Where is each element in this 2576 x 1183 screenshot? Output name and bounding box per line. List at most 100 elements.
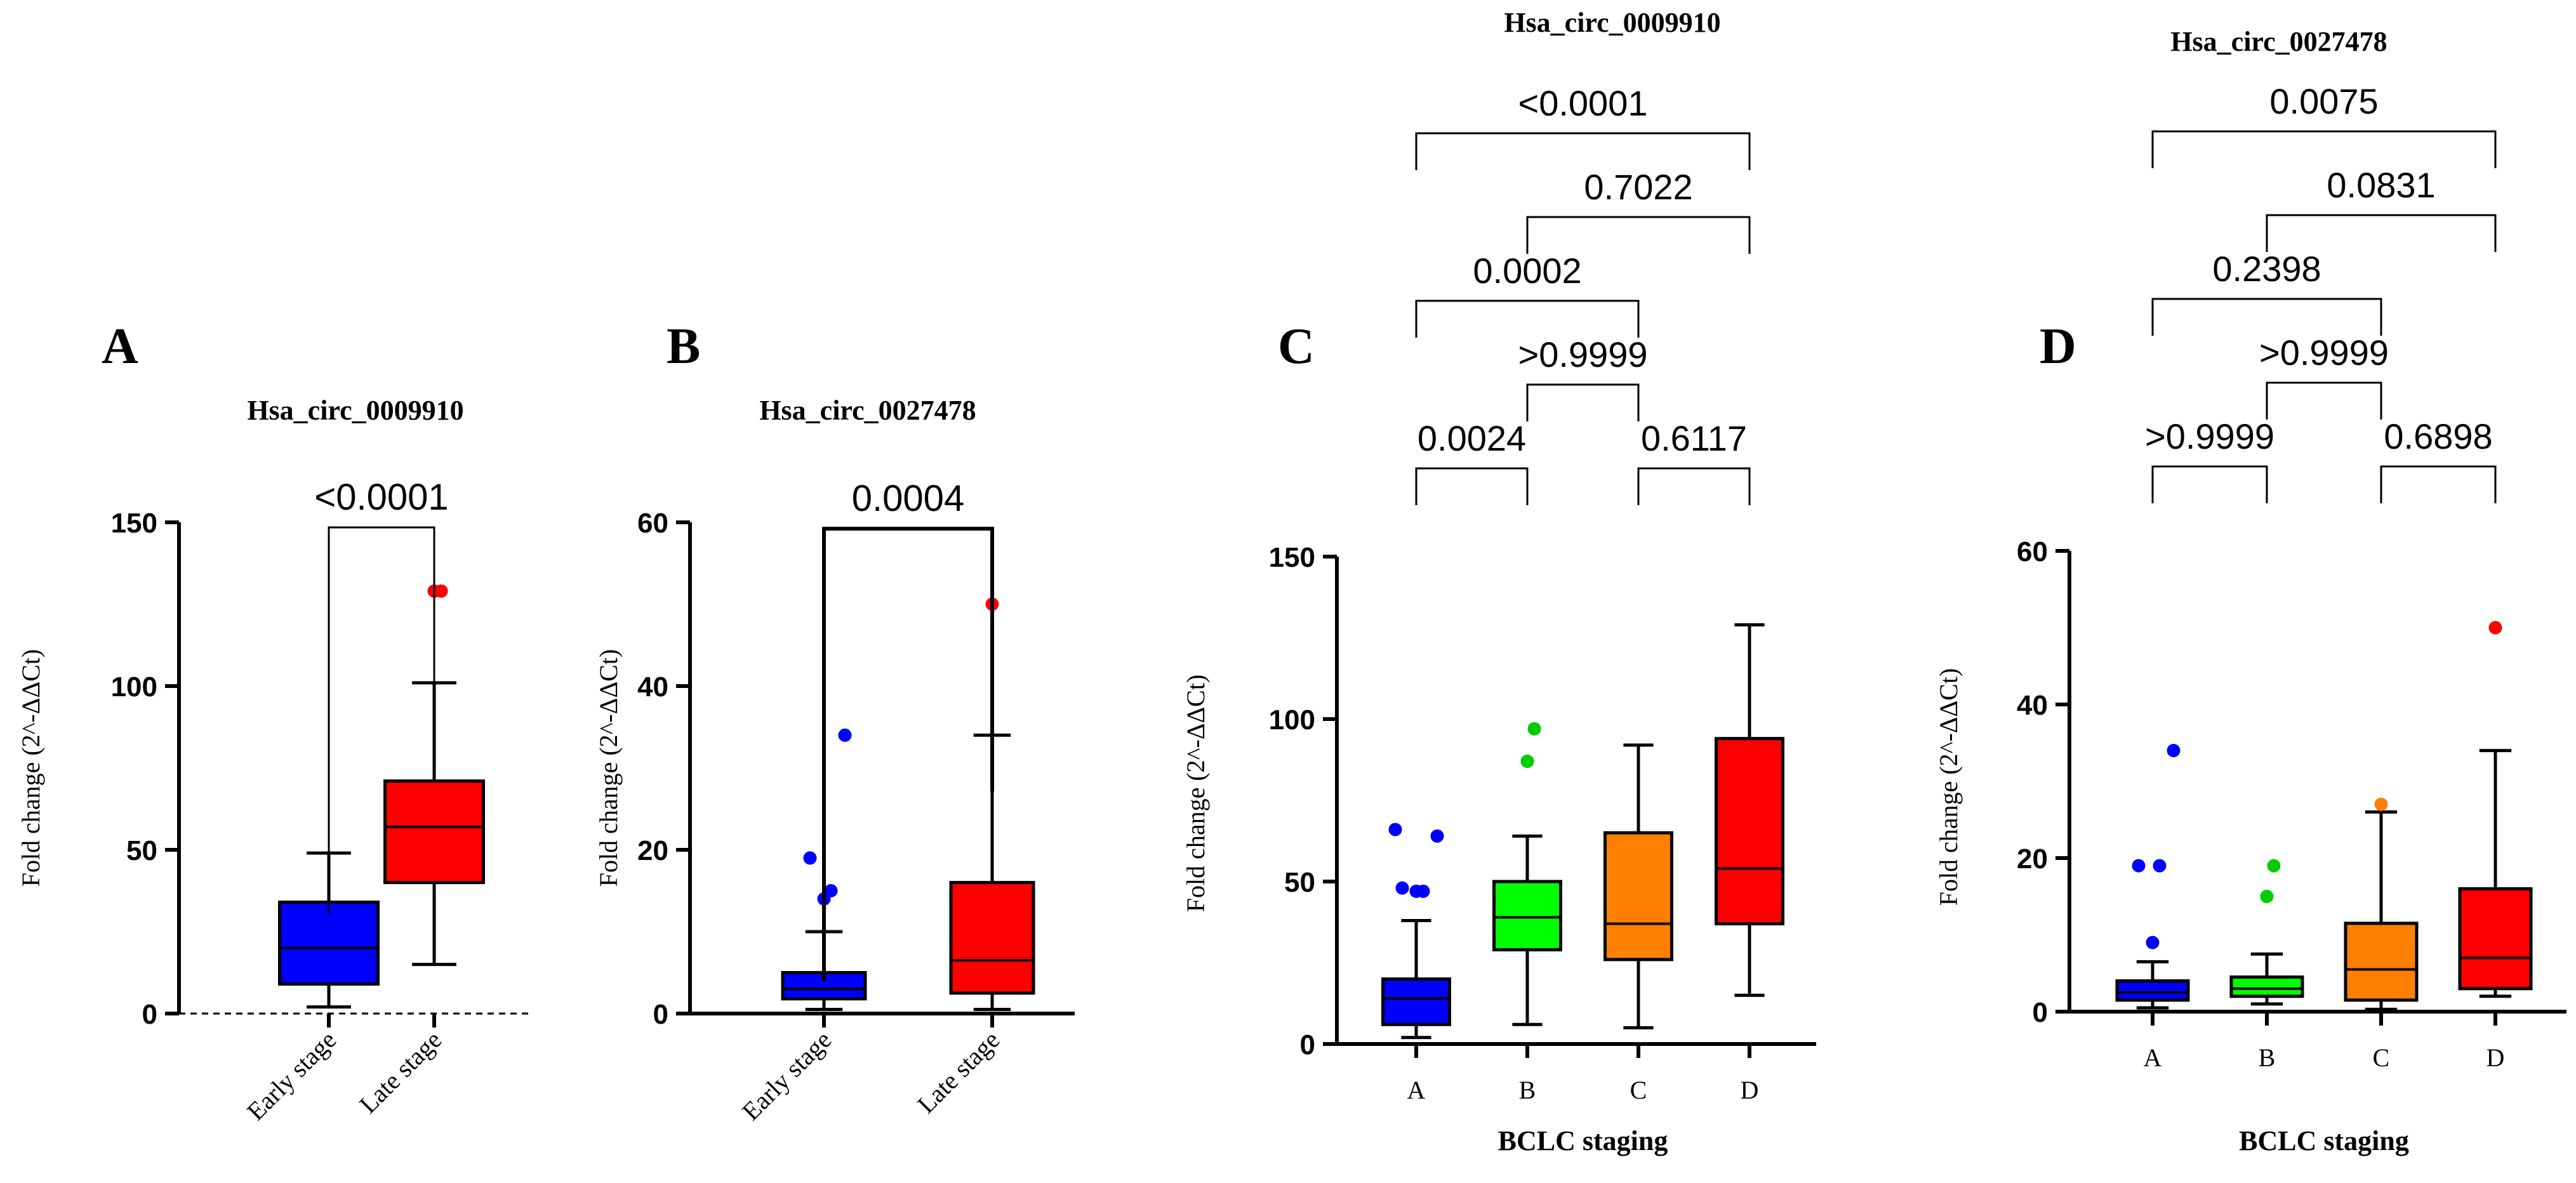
outlier-point <box>1416 884 1430 898</box>
bracket-line <box>328 526 435 914</box>
box-iqr <box>383 779 485 885</box>
significance-bracket: >0.9999 <box>2145 416 2274 503</box>
p-value-label: 0.0075 <box>2269 81 2378 121</box>
outlier-point <box>2260 890 2274 903</box>
p-value-label: 0.6117 <box>1641 418 1747 458</box>
x-tick-label: C <box>1630 1076 1647 1104</box>
outlier-point <box>1430 829 1444 843</box>
panel-letter: D <box>2040 319 2076 374</box>
p-value-label: 0.0002 <box>1473 251 1581 291</box>
p-value-label: 0.7022 <box>1584 167 1692 207</box>
box-a <box>1381 823 1451 1040</box>
box-iqr <box>2458 887 2533 991</box>
x-tick-label: A <box>2144 1043 2162 1072</box>
bracket-line <box>1637 467 1751 505</box>
x-tick-label: D <box>1741 1076 1759 1104</box>
p-value-label: 0.2398 <box>2212 249 2321 289</box>
outlier-point <box>1395 881 1409 895</box>
y-tick-label: 40 <box>2017 690 2048 721</box>
significance-bracket: <0.0001 <box>1415 83 1751 170</box>
box-iqr <box>1715 737 1784 926</box>
box-iqr <box>1603 831 1673 962</box>
panel-letter: B <box>667 319 700 374</box>
x-tick-label: Early stage <box>241 1026 342 1126</box>
x-tick-label: C <box>2373 1043 2390 1072</box>
outlier-point <box>434 584 448 598</box>
significance-bracket: <0.0001 <box>314 477 449 914</box>
outlier-point <box>2146 935 2160 949</box>
significance-bracket: 0.0004 <box>822 478 994 981</box>
y-tick-label: 50 <box>1284 867 1315 898</box>
y-tick-label: 0 <box>653 999 668 1030</box>
chart-title: Hsa_circ_0009910 <box>1504 7 1720 38</box>
box-iqr <box>278 901 380 986</box>
chart-title: Hsa_circ_0009910 <box>247 395 463 426</box>
outlier-point <box>2132 859 2146 873</box>
box-iqr <box>1492 880 1562 952</box>
x-tick-label: Early stage <box>736 1026 837 1126</box>
p-value-label: 0.6898 <box>2384 416 2492 456</box>
box-b <box>2229 859 2304 1006</box>
y-tick-label: 0 <box>1300 1029 1315 1061</box>
x-tick-label: B <box>2259 1043 2276 1072</box>
box-iqr <box>949 881 1035 995</box>
outlier-point <box>1527 722 1541 736</box>
box-late-stage <box>383 584 485 967</box>
p-value-label: 0.0831 <box>2327 165 2435 205</box>
bracket-line <box>2151 298 2382 336</box>
panel-c: C Hsa_circ_0009910 0 50 100 150 Fold change (2… <box>1181 7 1816 1156</box>
p-value-label: <0.0001 <box>1518 83 1648 123</box>
x-tick-label: B <box>1519 1076 1536 1104</box>
outlier-point <box>2167 744 2181 758</box>
bracket-line <box>2266 381 2382 420</box>
significance-bracket: 0.0002 <box>1415 251 1640 338</box>
box-iqr <box>1381 977 1451 1026</box>
significance-bracket: 0.7022 <box>1526 167 1751 254</box>
significance-bracket: 0.0831 <box>2266 165 2497 252</box>
y-tick-label: 100 <box>1269 704 1315 736</box>
panel-letter: A <box>102 319 138 374</box>
box-d <box>1715 623 1784 997</box>
box-iqr <box>2115 979 2190 1002</box>
significance-bracket: 0.0024 <box>1415 418 1529 505</box>
bracket-line <box>2151 465 2268 503</box>
box-early-stage <box>278 851 380 1009</box>
y-tick-label: 0 <box>142 999 157 1030</box>
outlier-point <box>2153 859 2167 873</box>
significance-bracket: 0.6898 <box>2380 416 2497 503</box>
outlier-point <box>2374 797 2388 811</box>
x-axis-label: BCLC staging <box>1498 1125 1668 1156</box>
outlier-point <box>803 851 817 865</box>
y-axis-label: Fold change (2^-ΔΔCt) <box>1934 668 1963 906</box>
y-tick-label: 60 <box>2017 536 2048 567</box>
box-c <box>1603 743 1673 1029</box>
outlier-point <box>1520 755 1534 769</box>
outlier-point <box>1388 823 1402 836</box>
box-late-stage <box>949 597 1035 1012</box>
panel-d: D Hsa_circ_0027478 0 20 40 60 Fold change (2^-… <box>1934 26 2566 1156</box>
bracket-line <box>2266 214 2497 252</box>
p-value-label: 0.0024 <box>1417 418 1526 458</box>
outlier-point <box>2267 859 2281 873</box>
significance-bracket: >0.9999 <box>2259 333 2389 420</box>
y-tick-label: 0 <box>2033 997 2048 1028</box>
box-a <box>2115 744 2190 1010</box>
p-value-label: <0.0001 <box>314 477 448 518</box>
significance-bracket: 0.2398 <box>2151 249 2382 336</box>
bracket-line <box>1526 216 1751 254</box>
bracket-line <box>1415 300 1640 338</box>
y-tick-label: 100 <box>111 671 157 703</box>
panel-a: A Hsa_circ_0009910 0 50 100 150 Fold change (2… <box>17 319 533 1126</box>
chart-title: Hsa_circ_0027478 <box>759 395 976 426</box>
panel-letter: C <box>1278 319 1315 374</box>
bracket-line <box>1526 383 1640 421</box>
outlier-point <box>838 728 852 742</box>
y-tick-label: 50 <box>126 835 157 866</box>
x-tick-label: A <box>1407 1076 1426 1104</box>
bracket-line <box>2380 465 2497 503</box>
y-tick-label: 150 <box>111 508 157 539</box>
y-axis-label: Fold change (2^-ΔΔCt) <box>1181 675 1210 913</box>
y-tick-label: 20 <box>637 835 668 866</box>
outlier-point <box>824 884 838 897</box>
